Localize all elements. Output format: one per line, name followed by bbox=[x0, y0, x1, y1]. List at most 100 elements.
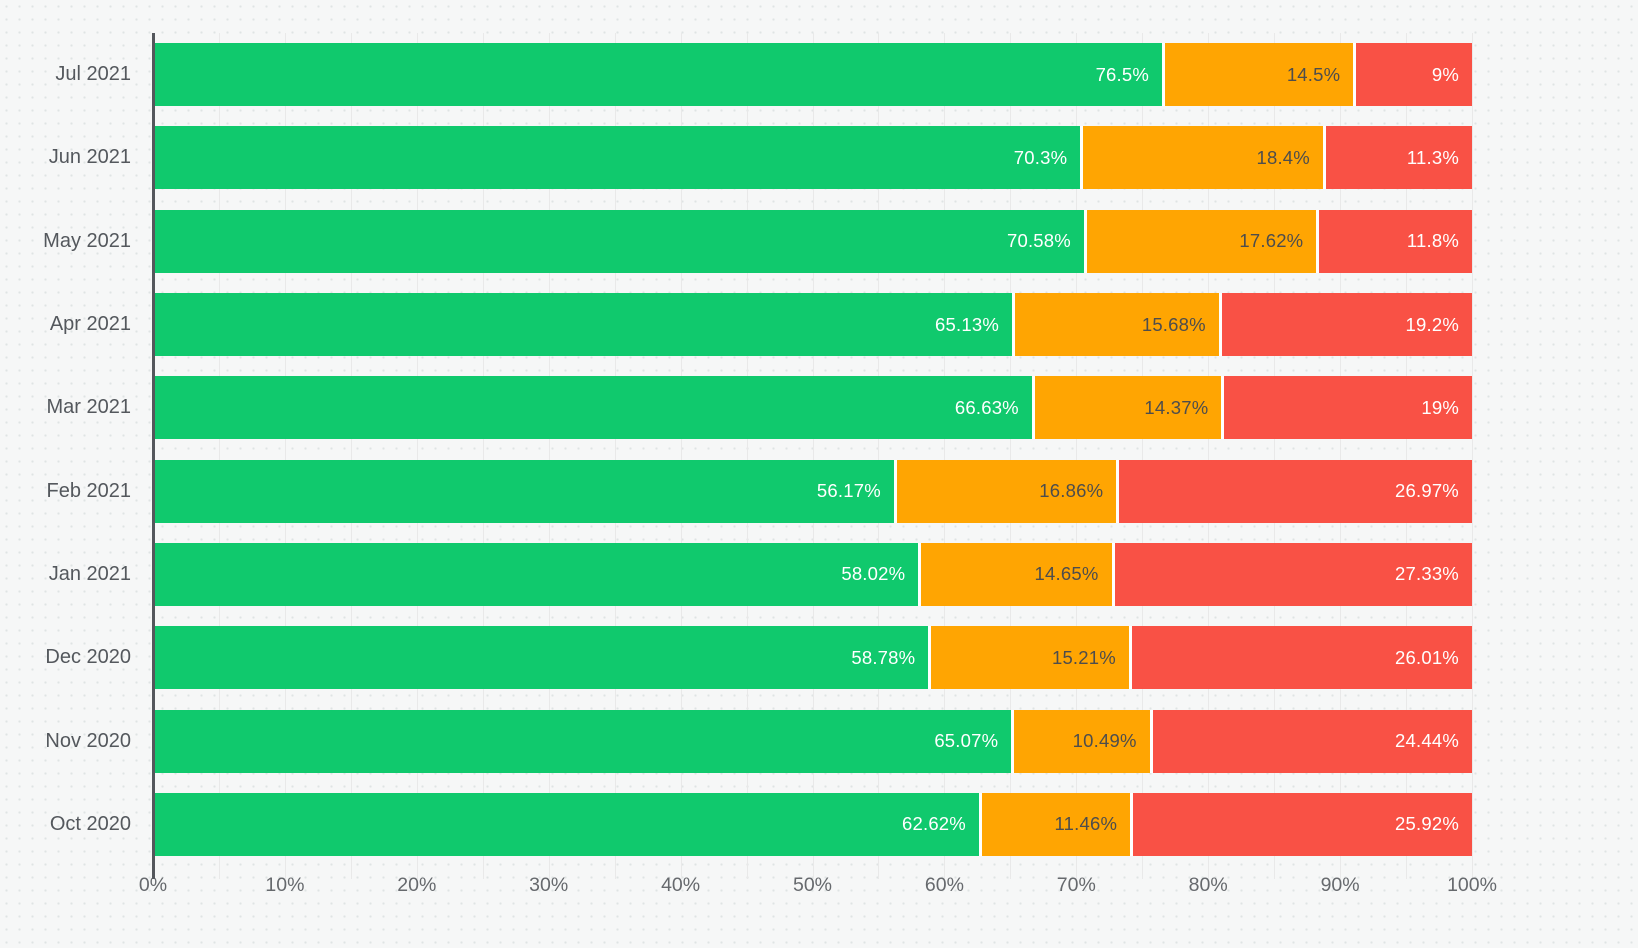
stacked-bar: 62.62% 11.46% 25.92% bbox=[153, 792, 1472, 856]
segment-value-label: 14.5% bbox=[1286, 63, 1341, 85]
segment-value-label: 10.49% bbox=[1072, 730, 1137, 752]
bar-segment-green[interactable]: 65.07% bbox=[153, 709, 1012, 773]
segment-value-label: 16.86% bbox=[1039, 480, 1104, 502]
x-axis-tick-label: 60% bbox=[924, 874, 964, 896]
segment-value-label: 26.97% bbox=[1395, 480, 1459, 502]
gridline bbox=[350, 33, 352, 879]
gridline bbox=[284, 33, 286, 879]
segment-value-label: 58.02% bbox=[841, 563, 906, 585]
bar-segment-red[interactable]: 19.2% bbox=[1218, 293, 1472, 357]
segment-value-label: 14.65% bbox=[1034, 563, 1099, 585]
segment-value-label: 14.37% bbox=[1144, 396, 1209, 418]
x-axis-tick-label: 40% bbox=[661, 874, 701, 896]
gridline bbox=[680, 33, 682, 879]
segment-value-label: 18.4% bbox=[1256, 146, 1310, 168]
category-label: Jun 2021 bbox=[48, 146, 131, 169]
bar-segment-orange[interactable]: 14.5% bbox=[1162, 43, 1354, 107]
bar-segment-green[interactable]: 56.17% bbox=[153, 459, 894, 523]
segment-value-label: 76.5% bbox=[1095, 63, 1150, 85]
bar-segment-orange[interactable]: 18.4% bbox=[1080, 126, 1323, 190]
segment-value-label: 70.3% bbox=[1013, 146, 1068, 168]
x-axis-tick-label: 0% bbox=[138, 874, 168, 896]
bar-rows: 76.5% 14.5% 9% 70.3% 18.4% 11.3% 70.58% 17.62… bbox=[153, 33, 1472, 866]
bar-segment-orange[interactable]: 14.37% bbox=[1031, 376, 1222, 440]
bar-row: 65.07% 10.49% 24.44% bbox=[153, 699, 1472, 782]
category-label: Apr 2021 bbox=[49, 313, 131, 336]
segment-value-label: 62.62% bbox=[902, 813, 966, 835]
segment-value-label: 11.46% bbox=[1054, 813, 1118, 835]
gridline bbox=[416, 33, 418, 879]
bar-segment-orange[interactable]: 14.65% bbox=[918, 542, 1112, 606]
bar-segment-red[interactable]: 19% bbox=[1221, 376, 1472, 440]
category-label: May 2021 bbox=[43, 229, 131, 252]
stacked-bar: 58.78% 15.21% 26.01% bbox=[153, 626, 1472, 690]
segment-value-label: 24.44% bbox=[1395, 730, 1459, 752]
gridline bbox=[812, 33, 814, 879]
bar-row: 65.13% 15.68% 19.2% bbox=[153, 283, 1472, 366]
category-label: Nov 2020 bbox=[45, 729, 131, 752]
stacked-bar: 56.17% 16.86% 26.97% bbox=[153, 459, 1472, 523]
bar-segment-green[interactable]: 70.3% bbox=[153, 126, 1081, 190]
x-axis-tick-label: 70% bbox=[1056, 874, 1096, 896]
gridline bbox=[1340, 33, 1342, 879]
gridline bbox=[1208, 33, 1210, 879]
plot-area: 76.5% 14.5% 9% 70.3% 18.4% 11.3% 70.58% 17.62… bbox=[152, 33, 1473, 879]
segment-value-label: 15.21% bbox=[1051, 646, 1116, 668]
segment-value-label: 65.13% bbox=[935, 313, 999, 335]
bar-segment-red[interactable]: 24.44% bbox=[1149, 709, 1472, 773]
bar-segment-orange[interactable]: 15.21% bbox=[928, 626, 1129, 690]
segment-value-label: 65.07% bbox=[934, 730, 999, 752]
segment-value-label: 58.78% bbox=[851, 646, 916, 668]
segment-value-label: 11.3% bbox=[1406, 146, 1459, 168]
category-label: Jul 2021 bbox=[55, 63, 131, 86]
bar-segment-green[interactable]: 70.58% bbox=[153, 209, 1084, 273]
bar-row: 56.17% 16.86% 26.97% bbox=[153, 449, 1472, 532]
gridline bbox=[614, 33, 616, 879]
segment-value-label: 17.62% bbox=[1239, 230, 1304, 252]
bar-segment-red[interactable]: 27.33% bbox=[1111, 542, 1472, 606]
x-axis-tick-label: 100% bbox=[1447, 874, 1497, 896]
bar-segment-green[interactable]: 66.63% bbox=[153, 376, 1032, 440]
bar-segment-orange[interactable]: 10.49% bbox=[1011, 709, 1150, 773]
bar-segment-red[interactable]: 11.8% bbox=[1316, 209, 1472, 273]
bar-segment-green[interactable]: 65.13% bbox=[153, 293, 1012, 357]
x-axis-tick-label: 50% bbox=[792, 874, 833, 896]
bar-segment-green[interactable]: 58.02% bbox=[153, 542, 919, 606]
bar-segment-red[interactable]: 26.01% bbox=[1128, 626, 1472, 690]
bar-row: 66.63% 14.37% 19% bbox=[153, 366, 1472, 449]
stacked-bar: 66.63% 14.37% 19% bbox=[153, 376, 1472, 440]
stacked-bar: 65.07% 10.49% 24.44% bbox=[153, 709, 1472, 773]
bar-segment-red[interactable]: 26.97% bbox=[1116, 459, 1472, 523]
category-label: Oct 2020 bbox=[49, 812, 131, 835]
bar-segment-green[interactable]: 58.78% bbox=[153, 626, 929, 690]
bar-segment-orange[interactable]: 11.46% bbox=[978, 792, 1131, 856]
stacked-bar: 58.02% 14.65% 27.33% bbox=[153, 542, 1472, 606]
bar-segment-orange[interactable]: 15.68% bbox=[1011, 293, 1219, 357]
gridline bbox=[1076, 33, 1078, 879]
segment-value-label: 70.58% bbox=[1006, 230, 1071, 252]
segment-value-label: 66.63% bbox=[954, 396, 1019, 418]
segment-value-label: 25.92% bbox=[1395, 813, 1459, 835]
stacked-bar: 65.13% 15.68% 19.2% bbox=[153, 293, 1472, 357]
bar-segment-orange[interactable]: 16.86% bbox=[893, 459, 1117, 523]
segment-value-label: 26.01% bbox=[1395, 646, 1459, 668]
segment-value-label: 19.2% bbox=[1405, 313, 1459, 335]
category-label: Dec 2020 bbox=[45, 646, 131, 669]
gridline bbox=[1010, 33, 1012, 879]
bar-segment-red[interactable]: 25.92% bbox=[1130, 792, 1472, 856]
bar-segment-orange[interactable]: 17.62% bbox=[1083, 209, 1317, 273]
gridline bbox=[1406, 33, 1408, 879]
category-label: Mar 2021 bbox=[46, 396, 132, 419]
segment-value-label: 19% bbox=[1421, 396, 1459, 418]
x-axis-tick-label: 30% bbox=[529, 874, 569, 896]
y-axis-category-labels: Jul 2021 Jun 2021 May 2021 Apr 2021 Mar 2021… bbox=[0, 33, 131, 866]
bar-segment-red[interactable]: 11.3% bbox=[1322, 126, 1472, 190]
gridline bbox=[878, 33, 880, 879]
bar-segment-green[interactable]: 62.62% bbox=[153, 792, 979, 856]
bar-segment-red[interactable]: 9% bbox=[1353, 43, 1472, 107]
x-axis-tick-label: 90% bbox=[1320, 874, 1360, 896]
segment-value-label: 11.8% bbox=[1406, 230, 1459, 252]
category-label: Jan 2021 bbox=[48, 562, 131, 585]
bar-segment-green[interactable]: 76.5% bbox=[153, 43, 1163, 107]
